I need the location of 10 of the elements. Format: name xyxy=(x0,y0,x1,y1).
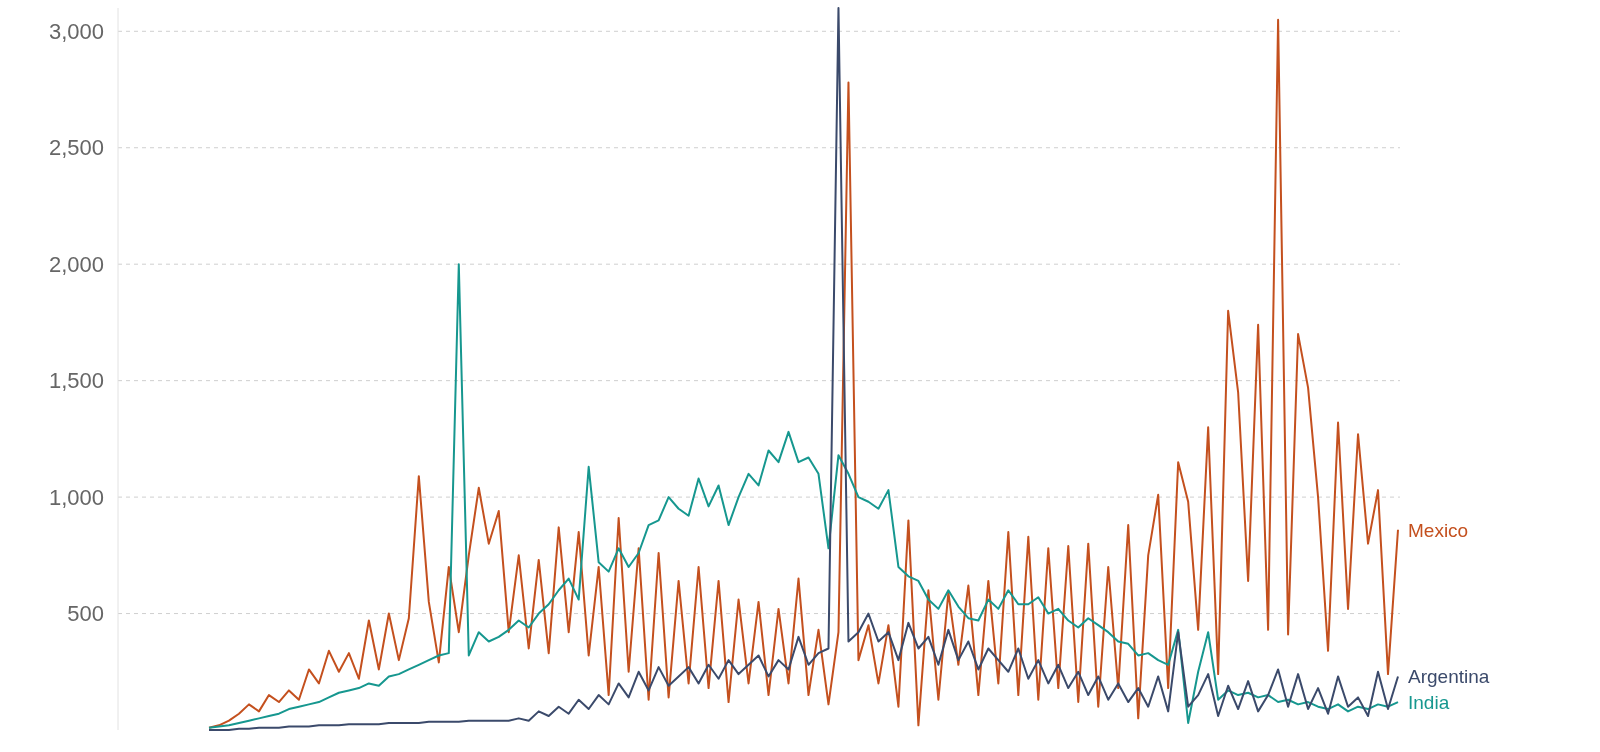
line-series xyxy=(208,263,1399,729)
y-tick-label: 1,500 xyxy=(48,368,104,394)
y-tick-label: 2,000 xyxy=(48,251,104,277)
series-label: Mexico xyxy=(1408,519,1469,541)
series-label: India xyxy=(1408,692,1450,714)
series-label: Argentina xyxy=(1408,666,1490,688)
y-tick-label: 2,500 xyxy=(48,135,104,161)
y-tick-label: 500 xyxy=(67,601,104,627)
y-tick-label: 3,000 xyxy=(48,18,104,44)
y-tick-label: 1,000 xyxy=(48,484,104,510)
